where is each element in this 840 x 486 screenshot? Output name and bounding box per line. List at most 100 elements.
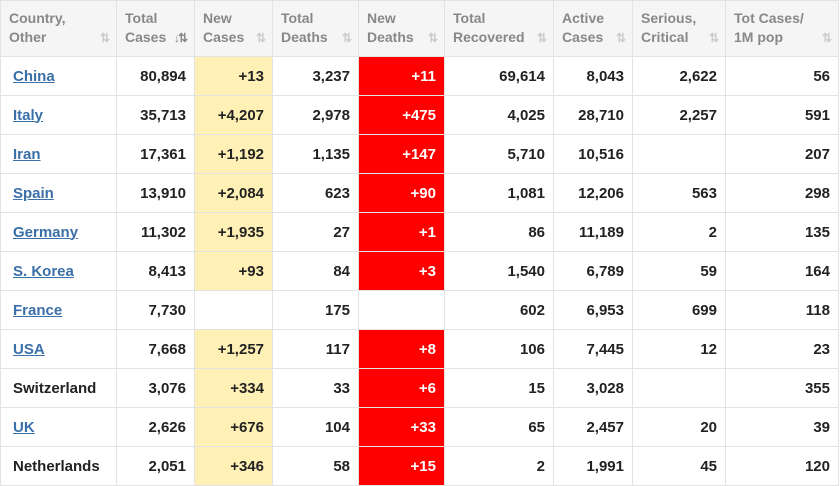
country-link[interactable]: S. Korea <box>13 262 74 280</box>
sort-icon[interactable]: ⇅ <box>341 31 352 45</box>
col-header-serious-critical[interactable]: Serious, Critical ⇅ <box>632 0 726 57</box>
country-cell: Spain <box>0 173 117 213</box>
active-cases-cell: 1,991 <box>553 446 633 486</box>
sort-descending-icon[interactable]: ↓⇅ <box>173 31 188 45</box>
active-cases-cell: 6,789 <box>553 251 633 291</box>
active-cases-cell: 10,516 <box>553 134 633 174</box>
total-recovered-cell: 602 <box>444 290 554 330</box>
new-deaths-cell: +90 <box>358 173 445 213</box>
total-cases-cell: 13,910 <box>116 173 195 213</box>
new-cases-cell: +93 <box>194 251 273 291</box>
tot-cases-per-1m-cell: 298 <box>725 173 839 213</box>
new-deaths-cell: +147 <box>358 134 445 174</box>
tot-cases-per-1m-cell: 118 <box>725 290 839 330</box>
tot-cases-per-1m-cell: 355 <box>725 368 839 408</box>
total-deaths-cell: 175 <box>272 290 359 330</box>
new-deaths-cell: +1 <box>358 212 445 252</box>
table-body: China 80,894 +13 3,237 +11 69,614 8,043 2,622 56… <box>0 56 839 486</box>
total-deaths-cell: 27 <box>272 212 359 252</box>
tot-cases-per-1m-cell: 164 <box>725 251 839 291</box>
total-deaths-cell: 1,135 <box>272 134 359 174</box>
table-row: Netherlands 2,051 +346 58 +15 2 1,991 45 120 <box>0 446 839 486</box>
active-cases-cell: 28,710 <box>553 95 633 135</box>
col-header-total-recovered[interactable]: Total Recovered ⇅ <box>444 0 554 57</box>
table-row: Germany 11,302 +1,935 27 +1 86 11,189 2 135 <box>0 212 839 252</box>
sort-icon[interactable]: ⇅ <box>821 31 832 45</box>
country-cell: S. Korea <box>0 251 117 291</box>
new-cases-cell: +1,935 <box>194 212 273 252</box>
sort-icon[interactable]: ⇅ <box>708 31 719 45</box>
col-header-total-cases[interactable]: Total Cases ↓⇅ <box>116 0 195 57</box>
total-deaths-cell: 623 <box>272 173 359 213</box>
country-cell: Germany <box>0 212 117 252</box>
country-link[interactable]: Iran <box>13 145 41 163</box>
new-cases-cell: +13 <box>194 56 273 96</box>
table-row: S. Korea 8,413 +93 84 +3 1,540 6,789 59 164 <box>0 251 839 291</box>
table-row: USA 7,668 +1,257 117 +8 106 7,445 12 23 <box>0 329 839 369</box>
col-header-total-deaths[interactable]: Total Deaths ⇅ <box>272 0 359 57</box>
total-deaths-cell: 104 <box>272 407 359 447</box>
total-recovered-cell: 65 <box>444 407 554 447</box>
serious-critical-cell: 699 <box>632 290 726 330</box>
new-cases-cell <box>194 290 273 330</box>
serious-critical-cell: 2,257 <box>632 95 726 135</box>
tot-cases-per-1m-cell: 23 <box>725 329 839 369</box>
total-deaths-cell: 33 <box>272 368 359 408</box>
new-deaths-cell: +3 <box>358 251 445 291</box>
total-cases-cell: 17,361 <box>116 134 195 174</box>
serious-critical-cell: 59 <box>632 251 726 291</box>
table-row: China 80,894 +13 3,237 +11 69,614 8,043 2,622 56 <box>0 56 839 96</box>
sort-icon[interactable]: ⇅ <box>255 31 266 45</box>
country-link[interactable]: France <box>13 301 63 319</box>
country-link[interactable]: Germany <box>13 223 79 241</box>
new-cases-cell: +346 <box>194 446 273 486</box>
table-header-row: Country, Other ⇅ Total Cases ↓⇅ New Cases ⇅ To… <box>0 0 839 57</box>
country-link[interactable]: Spain <box>13 184 54 202</box>
active-cases-cell: 6,953 <box>553 290 633 330</box>
tot-cases-per-1m-cell: 135 <box>725 212 839 252</box>
country-link[interactable]: China <box>13 67 55 85</box>
new-deaths-cell: +475 <box>358 95 445 135</box>
total-cases-cell: 35,713 <box>116 95 195 135</box>
total-recovered-cell: 69,614 <box>444 56 554 96</box>
total-deaths-cell: 117 <box>272 329 359 369</box>
col-header-active-cases[interactable]: Active Cases ⇅ <box>553 0 633 57</box>
country-link[interactable]: Italy <box>13 106 44 124</box>
total-recovered-cell: 1,540 <box>444 251 554 291</box>
sort-icon[interactable]: ⇅ <box>615 31 626 45</box>
table-row: UK 2,626 +676 104 +33 65 2,457 20 39 <box>0 407 839 447</box>
new-cases-cell: +4,207 <box>194 95 273 135</box>
country-link[interactable]: USA <box>13 340 45 358</box>
tot-cases-per-1m-cell: 39 <box>725 407 839 447</box>
country-link[interactable]: UK <box>13 418 35 436</box>
new-deaths-cell: +11 <box>358 56 445 96</box>
col-header-tot-cases-per-1m[interactable]: Tot Cases/1M pop ⇅ <box>725 0 839 57</box>
col-header-new-cases[interactable]: New Cases ⇅ <box>194 0 273 57</box>
active-cases-cell: 7,445 <box>553 329 633 369</box>
serious-critical-cell <box>632 368 726 408</box>
col-header-country[interactable]: Country, Other ⇅ <box>0 0 117 57</box>
new-deaths-cell: +6 <box>358 368 445 408</box>
total-cases-cell: 2,051 <box>116 446 195 486</box>
total-deaths-cell: 84 <box>272 251 359 291</box>
country-cell: Italy <box>0 95 117 135</box>
serious-critical-cell <box>632 134 726 174</box>
new-cases-cell: +334 <box>194 368 273 408</box>
total-recovered-cell: 106 <box>444 329 554 369</box>
sort-icon[interactable]: ⇅ <box>99 31 110 45</box>
sort-icon[interactable]: ⇅ <box>427 31 438 45</box>
new-cases-cell: +676 <box>194 407 273 447</box>
table-row: Italy 35,713 +4,207 2,978 +475 4,025 28,710 2,2… <box>0 95 839 135</box>
new-cases-cell: +2,084 <box>194 173 273 213</box>
table-row: Switzerland 3,076 +334 33 +6 15 3,028 355 <box>0 368 839 408</box>
table-row: Spain 13,910 +2,084 623 +90 1,081 12,206 563 298 <box>0 173 839 213</box>
new-deaths-cell: +8 <box>358 329 445 369</box>
total-cases-cell: 8,413 <box>116 251 195 291</box>
col-header-new-deaths[interactable]: New Deaths ⇅ <box>358 0 445 57</box>
total-cases-cell: 7,730 <box>116 290 195 330</box>
total-recovered-cell: 4,025 <box>444 95 554 135</box>
total-cases-cell: 2,626 <box>116 407 195 447</box>
serious-critical-cell: 2,622 <box>632 56 726 96</box>
country-cell: USA <box>0 329 117 369</box>
sort-icon[interactable]: ⇅ <box>536 31 547 45</box>
